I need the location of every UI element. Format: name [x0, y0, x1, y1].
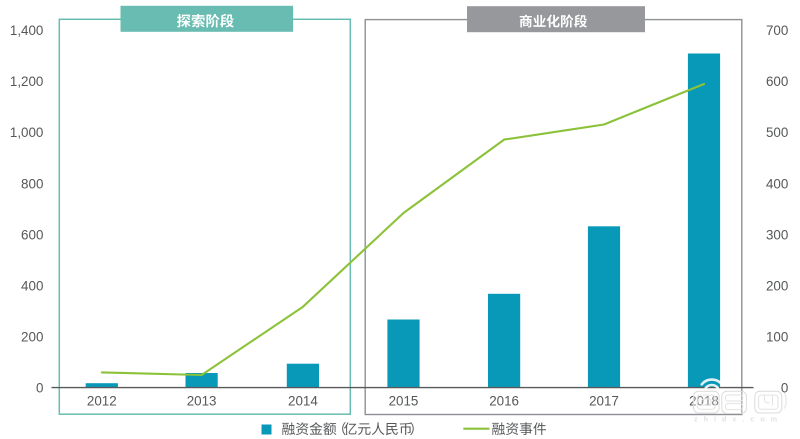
- svg-text:zhidx.com: zhidx.com: [694, 415, 783, 424]
- svg-text:800: 800: [21, 176, 43, 191]
- svg-text:200: 200: [21, 330, 43, 345]
- svg-text:2013: 2013: [187, 394, 217, 409]
- svg-text:2014: 2014: [288, 394, 318, 409]
- svg-text:400: 400: [766, 176, 788, 191]
- svg-text:2015: 2015: [389, 394, 419, 409]
- svg-text:300: 300: [766, 227, 788, 242]
- svg-text:100: 100: [766, 330, 788, 345]
- svg-text:1,000: 1,000: [10, 125, 44, 140]
- svg-text:2018: 2018: [689, 394, 719, 409]
- svg-text:600: 600: [766, 74, 788, 89]
- svg-text:1,200: 1,200: [10, 74, 44, 89]
- svg-text:2016: 2016: [489, 394, 519, 409]
- svg-text:0: 0: [36, 381, 43, 396]
- svg-text:2012: 2012: [87, 394, 117, 409]
- svg-text:400: 400: [21, 279, 43, 294]
- svg-text:500: 500: [766, 125, 788, 140]
- svg-text:700: 700: [766, 23, 788, 38]
- svg-text:1,400: 1,400: [10, 23, 44, 38]
- svg-text:600: 600: [21, 227, 43, 242]
- svg-text:0: 0: [781, 381, 788, 396]
- svg-text:2017: 2017: [589, 394, 619, 409]
- svg-text:200: 200: [766, 279, 788, 294]
